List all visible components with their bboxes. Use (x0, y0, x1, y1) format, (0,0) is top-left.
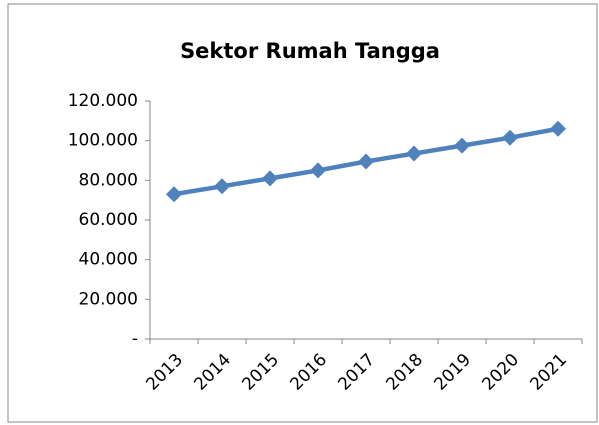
y-tick-label: 40.000 (79, 250, 138, 270)
x-tick-label: 2015 (238, 350, 283, 395)
x-tick-label: 2018 (382, 350, 427, 395)
data-point (166, 186, 182, 203)
data-point (502, 129, 518, 146)
data-point (262, 170, 278, 187)
x-tick-label: 2019 (430, 350, 475, 395)
data-point (214, 178, 230, 195)
x-tick-label: 2016 (286, 350, 331, 395)
x-tick-label: 2017 (334, 350, 379, 395)
data-point (358, 153, 374, 170)
y-tick-label: 100.000 (68, 131, 138, 151)
y-tick-label: 120.000 (68, 91, 138, 111)
x-tick-label: 2021 (526, 350, 571, 395)
chart-frame (7, 3, 598, 423)
data-point (406, 145, 422, 162)
x-tick-label: 2013 (142, 350, 187, 395)
data-point (310, 162, 326, 179)
y-tick-label: 60.000 (79, 210, 138, 230)
x-tick-label: 2020 (478, 350, 523, 395)
chart-title: Sektor Rumah Tangga (180, 39, 440, 63)
y-tick-label: - (132, 329, 138, 349)
y-tick-label: 80.000 (79, 170, 138, 190)
data-point (550, 120, 566, 137)
x-tick-label: 2014 (190, 350, 235, 395)
data-point (454, 137, 470, 154)
y-tick-label: 20.000 (79, 289, 138, 309)
